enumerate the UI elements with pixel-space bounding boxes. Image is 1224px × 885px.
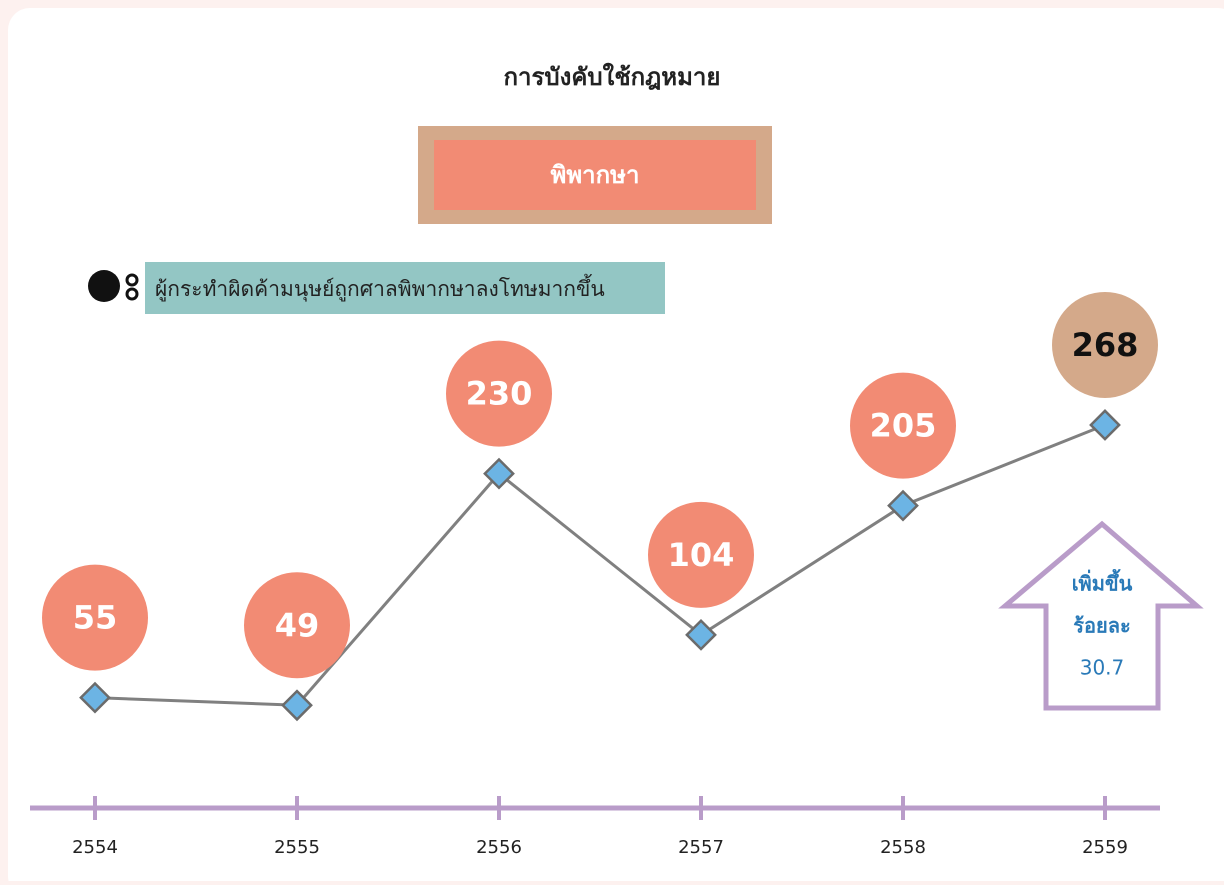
value-bubble bbox=[1052, 291, 1158, 398]
marker bbox=[281, 689, 313, 722]
marker bbox=[685, 618, 717, 651]
subtitle: พิพากษา bbox=[551, 161, 640, 189]
marker bbox=[483, 457, 515, 490]
callout-arrow bbox=[998, 520, 1204, 711]
marker bbox=[79, 681, 111, 714]
callout-text: 30.7 bbox=[1080, 656, 1125, 680]
chart-title: การบังคับใช้กฎหมาย bbox=[504, 62, 721, 91]
x-tick-label: 2554 bbox=[72, 837, 118, 858]
value-bubble bbox=[850, 372, 956, 479]
icon-chain bbox=[125, 273, 139, 287]
x-tick-label: 2557 bbox=[678, 837, 724, 858]
x-tick-label: 2558 bbox=[880, 837, 926, 858]
icon-chain bbox=[125, 287, 139, 301]
value-label: 49 bbox=[275, 606, 320, 644]
annotation-bar bbox=[75, 262, 665, 314]
subtitle-box bbox=[434, 140, 756, 210]
value-label: 104 bbox=[668, 536, 735, 574]
callout-text: ร้อยละ bbox=[1073, 614, 1130, 638]
marker bbox=[1089, 409, 1121, 441]
icon-ball bbox=[88, 270, 120, 302]
value-label: 205 bbox=[870, 407, 937, 445]
value-bubble bbox=[648, 501, 754, 608]
value-label: 55 bbox=[73, 599, 118, 637]
marker bbox=[887, 489, 919, 522]
annotation: ผู้กระทำผิดค้ามนุษย์ถูกศาลพิพากษาลงโทษมา… bbox=[155, 274, 605, 302]
value-label: 230 bbox=[466, 375, 533, 413]
x-tick-label: 2555 bbox=[274, 837, 320, 858]
x-tick-label: 2556 bbox=[476, 837, 522, 858]
x-tick-label: 2559 bbox=[1082, 837, 1128, 858]
value-label: 268 bbox=[1072, 326, 1139, 364]
value-bubble bbox=[42, 564, 148, 671]
callout-text: เพิ่มขึ้น bbox=[1072, 569, 1133, 596]
line bbox=[94, 423, 1106, 707]
value-bubble bbox=[244, 572, 350, 679]
value-bubble bbox=[446, 340, 552, 447]
